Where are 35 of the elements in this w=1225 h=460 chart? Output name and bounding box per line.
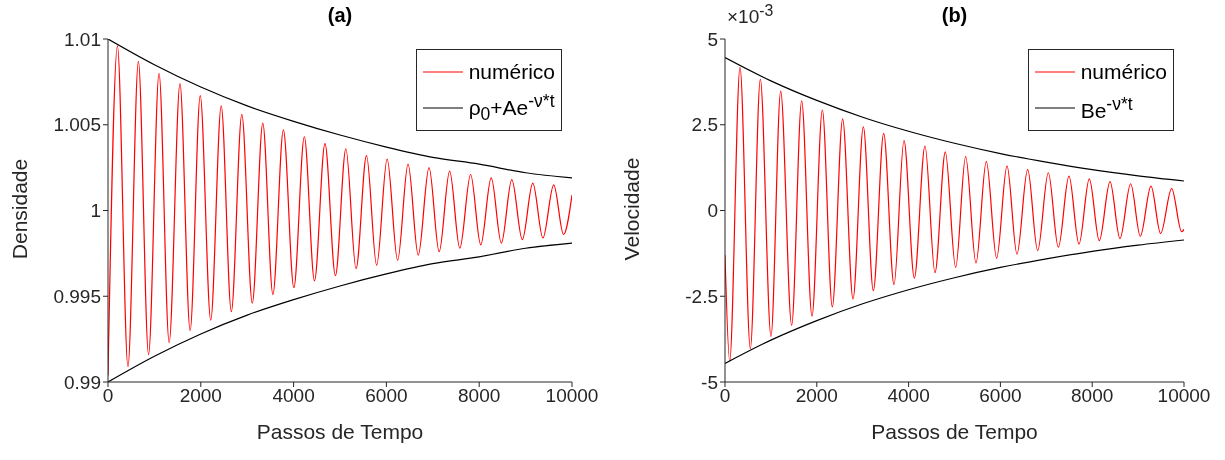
x-tick-label: 6000 [979, 385, 1022, 407]
y-tick-label: 0.995 [53, 285, 101, 307]
x-tick-label: 10000 [545, 385, 599, 407]
line-series [108, 39, 572, 179]
legend-label: numérico [1080, 60, 1167, 84]
x-tick-label: 8000 [1071, 385, 1114, 407]
line-series [725, 239, 1184, 365]
y-tick-label: 2.5 [691, 114, 718, 136]
y-tick-label: 1 [90, 200, 101, 222]
y-tick-label: 0 [707, 200, 718, 222]
text: ×10$^{-3}$ [727, 2, 774, 29]
x-tick-label: 2000 [179, 385, 222, 407]
y-tick-label: 1.005 [53, 114, 101, 136]
x-tick-label: 6000 [365, 385, 408, 407]
x-axis-title: Passos de Tempo [255, 420, 425, 444]
line-series [725, 56, 1184, 182]
legend-label: ρ$_{0}$+Ae$^{-ν*t}$ [468, 90, 555, 126]
x-tick-label: 4000 [887, 385, 930, 407]
y-axis-title: Velocidade [620, 156, 644, 263]
chart-title: (b) [941, 4, 968, 26]
y-tick-label: -5 [701, 371, 718, 393]
y-tick-label: 0.99 [64, 371, 101, 393]
legend-label: numérico [468, 60, 555, 84]
y-tick-label: 5 [707, 28, 718, 50]
chart-title: (a) [326, 4, 354, 27]
x-tick-label: 10000 [1157, 385, 1211, 407]
x-axis-title: Passos de Tempo [870, 420, 1039, 444]
y-tick-label: -2.5 [685, 285, 718, 307]
x-tick-label: 4000 [272, 385, 315, 407]
x-tick-label: 8000 [458, 385, 501, 407]
legend-label: Be$^{-ν*t}$ [1080, 93, 1133, 123]
y-axis-title: Densidade [8, 157, 32, 261]
x-tick-label: 2000 [795, 385, 838, 407]
y-tick-label: 1.01 [64, 28, 101, 50]
line-series [725, 66, 1184, 362]
